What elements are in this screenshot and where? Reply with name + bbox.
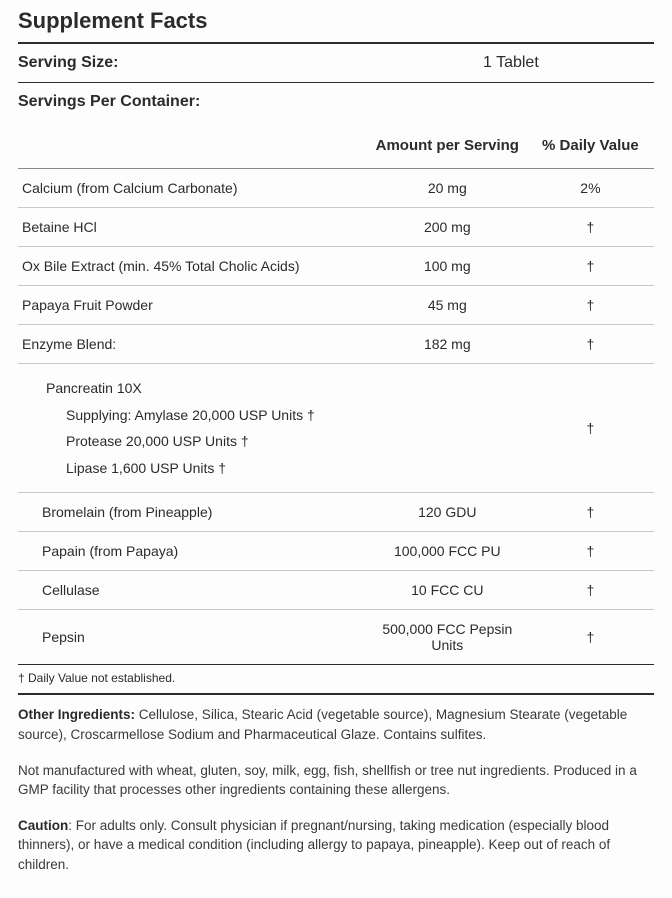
table-row: Cellulase10 FCC CU† bbox=[18, 571, 654, 610]
ingredient-name: Ox Bile Extract (min. 45% Total Cholic A… bbox=[18, 247, 368, 286]
ingredient-dv: † bbox=[527, 493, 654, 532]
ingredient-amount: 45 mg bbox=[368, 286, 527, 325]
ingredient-name: Enzyme Blend: bbox=[18, 325, 368, 364]
table-row: Enzyme Blend:182 mg† bbox=[18, 325, 654, 364]
servings-per-container-row: Servings Per Container: bbox=[18, 83, 654, 121]
table-row: Bromelain (from Pineapple)120 GDU† bbox=[18, 493, 654, 532]
table-row: Papain (from Papaya)100,000 FCC PU† bbox=[18, 532, 654, 571]
header-dv: % Daily Value bbox=[527, 127, 654, 169]
ingredient-name: Bromelain (from Pineapple) bbox=[18, 493, 368, 532]
ingredient-dv: † bbox=[527, 610, 654, 665]
table-row: Ox Bile Extract (min. 45% Total Cholic A… bbox=[18, 247, 654, 286]
page-title: Supplement Facts bbox=[18, 8, 654, 34]
servings-per-container-value bbox=[368, 93, 654, 111]
ingredient-dv: † bbox=[527, 571, 654, 610]
ingredient-amount: 182 mg bbox=[368, 325, 527, 364]
ingredient-amount: 100 mg bbox=[368, 247, 527, 286]
ingredient-name: Pepsin bbox=[18, 610, 368, 665]
ingredient-dv: 2% bbox=[527, 169, 654, 208]
facts-table: Amount per Serving % Daily Value Calcium… bbox=[18, 127, 654, 665]
table-header-row: Amount per Serving % Daily Value bbox=[18, 127, 654, 169]
allergen-statement: Not manufactured with wheat, gluten, soy… bbox=[18, 751, 654, 806]
caution-label: Caution bbox=[18, 818, 68, 833]
ingredient-name: Calcium (from Calcium Carbonate) bbox=[18, 169, 368, 208]
ingredient-amount: 100,000 FCC PU bbox=[368, 532, 527, 571]
ingredient-name: Betaine HCl bbox=[18, 208, 368, 247]
table-row: Calcium (from Calcium Carbonate)20 mg2% bbox=[18, 169, 654, 208]
serving-size-row: Serving Size: 1 Tablet bbox=[18, 44, 654, 82]
ingredient-dv: † bbox=[527, 208, 654, 247]
ingredient-name: Papain (from Papaya) bbox=[18, 532, 368, 571]
table-row: Papaya Fruit Powder45 mg† bbox=[18, 286, 654, 325]
ingredient-amount bbox=[368, 364, 527, 493]
servings-per-container-label: Servings Per Container: bbox=[18, 93, 368, 111]
caution-statement: Caution: For adults only. Consult physic… bbox=[18, 806, 654, 881]
ingredient-name: Papaya Fruit Powder bbox=[18, 286, 368, 325]
header-amount: Amount per Serving bbox=[368, 127, 527, 169]
header-name bbox=[18, 127, 368, 169]
ingredient-amount: 20 mg bbox=[368, 169, 527, 208]
other-ingredients-label: Other Ingredients: bbox=[18, 707, 135, 722]
dv-footnote: † Daily Value not established. bbox=[18, 665, 654, 693]
ingredient-dv: † bbox=[527, 532, 654, 571]
ingredient-amount: 200 mg bbox=[368, 208, 527, 247]
serving-size-label: Serving Size: bbox=[18, 54, 368, 72]
ingredient-dv: † bbox=[527, 247, 654, 286]
serving-size-value: 1 Tablet bbox=[368, 54, 654, 72]
ingredient-dv: † bbox=[527, 286, 654, 325]
table-row: Pancreatin 10XSupplying: Amylase 20,000 … bbox=[18, 364, 654, 493]
ingredient-name: Pancreatin 10XSupplying: Amylase 20,000 … bbox=[18, 364, 368, 493]
ingredient-amount: 10 FCC CU bbox=[368, 571, 527, 610]
other-ingredients: Other Ingredients: Cellulose, Silica, St… bbox=[18, 695, 654, 750]
ingredient-amount: 120 GDU bbox=[368, 493, 527, 532]
ingredient-dv: † bbox=[527, 364, 654, 493]
caution-text: : For adults only. Consult physician if … bbox=[18, 818, 610, 872]
ingredient-dv: † bbox=[527, 325, 654, 364]
table-row: Betaine HCl200 mg† bbox=[18, 208, 654, 247]
ingredient-amount: 500,000 FCC Pepsin Units bbox=[368, 610, 527, 665]
table-row: Pepsin500,000 FCC Pepsin Units† bbox=[18, 610, 654, 665]
ingredient-name: Cellulase bbox=[18, 571, 368, 610]
